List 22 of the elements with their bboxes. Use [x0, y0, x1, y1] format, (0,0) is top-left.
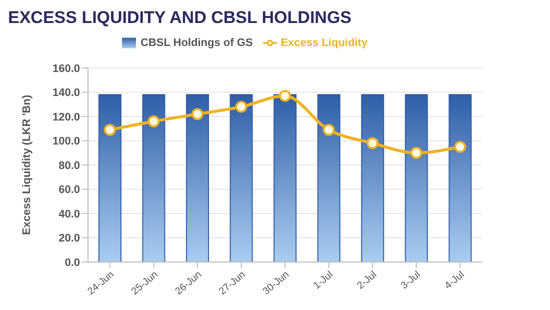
legend-label: CBSL Holdings of GS: [140, 36, 253, 49]
point: [235, 100, 248, 113]
y-tick-label: 20.0: [58, 232, 80, 245]
y-tick-label: 100.0: [52, 136, 80, 148]
point: [410, 146, 422, 159]
point: [191, 108, 204, 120]
legend-label: Excess Liquidity: [280, 36, 368, 49]
y-tick-label: 60.0: [58, 184, 80, 196]
point: [454, 140, 466, 153]
point: [366, 137, 379, 150]
point: [279, 90, 291, 102]
chart-title: EXCESS LIQUIDITY AND CBSL HOLDINGS: [8, 8, 353, 29]
y-tick-label: 0.0: [64, 256, 80, 269]
point: [322, 124, 335, 136]
y-tick-label: 160.0: [52, 62, 80, 75]
y-tick-label: 40.0: [58, 208, 80, 220]
y-tick-label: 120.0: [52, 111, 80, 124]
y-tick-label: 80.0: [58, 160, 80, 172]
point: [104, 124, 116, 136]
point: [148, 115, 160, 128]
y-axis-title: Excess Liquidity (LKR 'Bn): [20, 94, 33, 235]
y-tick-label: 140.0: [52, 87, 80, 100]
